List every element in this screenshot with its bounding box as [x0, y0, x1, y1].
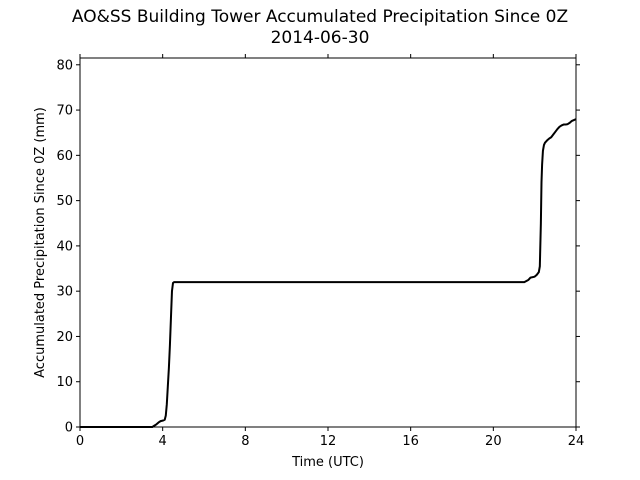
y-axis: 0 10 20 30 40 50 60 70 80: [56, 58, 580, 436]
x-tick-label: 4: [159, 434, 167, 449]
x-tick-label: 24: [568, 434, 585, 449]
y-axis-label: Accumulated Precipitation Since 0Z (mm): [33, 107, 48, 378]
chart-subtitle: 2014-06-30: [270, 28, 370, 48]
y-tick-label: 30: [56, 285, 73, 300]
x-tick-label: 16: [402, 434, 419, 449]
x-axis-label: Time (UTC): [291, 455, 364, 470]
y-tick-label: 10: [56, 375, 73, 390]
y-tick-label: 60: [56, 149, 73, 164]
x-tick-label: 8: [241, 434, 249, 449]
y-tick-label: 80: [56, 58, 73, 73]
plot-border: [79, 57, 577, 428]
series-layer: [80, 118, 577, 428]
chart-title: AO&SS Building Tower Accumulated Precipi…: [71, 7, 569, 27]
x-axis: 0 4 8 12 16 20 24: [76, 54, 584, 449]
precipitation-line: [80, 118, 577, 428]
plot-frame: [79, 57, 577, 428]
x-tick-label: 12: [320, 434, 337, 449]
y-tick-label: 70: [56, 104, 73, 119]
y-tick-label: 40: [56, 239, 73, 254]
y-tick-label: 50: [56, 194, 73, 209]
x-tick-label: 0: [76, 434, 84, 449]
x-tick-label: 20: [485, 434, 502, 449]
y-tick-label: 0: [65, 421, 73, 436]
y-tick-label: 20: [56, 330, 73, 345]
